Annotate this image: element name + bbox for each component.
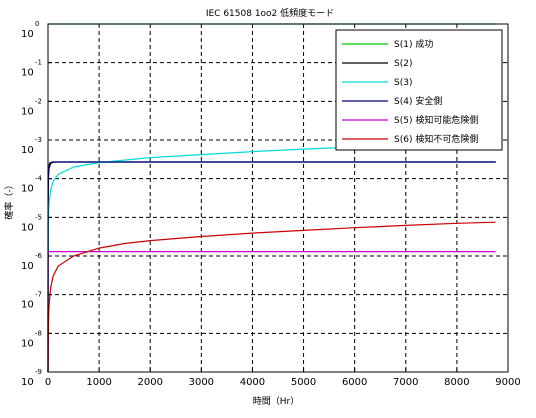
x-tick-label: 6000 <box>342 377 367 388</box>
y-tick-base: 10 <box>21 29 34 40</box>
y-tick-exponent: -6 <box>35 252 43 260</box>
x-tick-label: 2000 <box>137 377 162 388</box>
series-line <box>47 161 496 373</box>
legend-label: S(4) 安全側 <box>394 95 442 107</box>
y-tick-base: 10 <box>21 377 34 388</box>
x-axis-label: 時間（Hr） <box>253 396 299 407</box>
y-tick-base: 10 <box>21 300 34 311</box>
x-tick-label: 9000 <box>495 377 520 388</box>
y-tick-exponent: -9 <box>35 368 42 376</box>
series-line <box>47 161 496 373</box>
y-tick-exponent: -4 <box>35 175 43 183</box>
legend-label: S(2) <box>394 59 412 69</box>
x-tick-label: 7000 <box>393 377 418 388</box>
y-tick-exponent: -2 <box>35 97 42 105</box>
axis-ticks: 0 1000 2000 3000 4000 5000 6000 7000 8000 900010-… <box>21 20 521 388</box>
y-tick-base: 10 <box>21 68 34 79</box>
y-tick-exponent: -1 <box>35 59 42 67</box>
legend-label: S(6) 検知不可危険側 <box>394 133 478 145</box>
y-tick-base: 10 <box>21 261 34 272</box>
y-tick-exponent: -5 <box>35 213 42 221</box>
x-tick-label: 0 <box>45 377 51 388</box>
x-tick-label: 5000 <box>291 377 316 388</box>
y-tick-base: 10 <box>21 184 34 195</box>
series-line <box>47 141 496 373</box>
x-tick-label: 4000 <box>240 377 265 388</box>
plot-frame <box>47 23 509 373</box>
legend-label: S(3) <box>394 78 412 88</box>
legend: S(1) 成功 S(2) S(3) S(4) 安全側 S(5) 検知可能危険側 S(6) … <box>335 29 503 151</box>
y-tick-base: 10 <box>21 145 34 156</box>
y-tick-exponent: -8 <box>35 329 42 337</box>
y-axis-label: 確率（-） <box>3 180 15 219</box>
x-tick-label: 3000 <box>189 377 214 388</box>
x-tick-label: 1000 <box>86 377 111 388</box>
chart-title: IEC 61508 1oo2 低頻度モード <box>206 7 334 19</box>
y-tick-exponent: -7 <box>35 291 42 299</box>
legend-label: S(1) 成功 <box>394 38 433 50</box>
legend-label: S(5) 検知可能危険側 <box>394 114 478 126</box>
legend-box <box>335 29 503 151</box>
x-tick-label: 8000 <box>444 377 469 388</box>
y-tick-exponent: 0 <box>35 20 39 28</box>
y-tick-base: 10 <box>21 222 34 233</box>
series-line <box>47 221 496 373</box>
y-tick-base: 10 <box>21 338 34 349</box>
y-tick-exponent: -3 <box>35 136 42 144</box>
series-line <box>47 251 496 373</box>
y-tick-base: 10 <box>21 106 34 117</box>
